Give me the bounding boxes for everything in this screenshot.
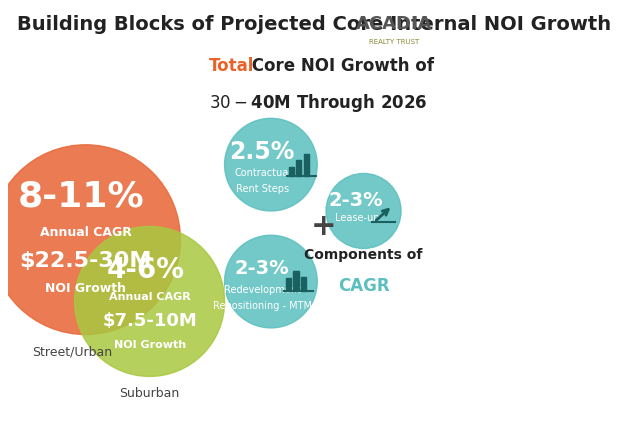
Text: Annual CAGR: Annual CAGR xyxy=(40,226,132,238)
Bar xyxy=(293,271,298,291)
Text: NOI Growth: NOI Growth xyxy=(45,282,126,295)
Bar xyxy=(303,154,309,176)
Text: 8-11%: 8-11% xyxy=(17,180,144,214)
Text: Repositioning - MTM: Repositioning - MTM xyxy=(213,301,312,311)
Text: Redevelopment: Redevelopment xyxy=(224,285,301,295)
Circle shape xyxy=(326,174,401,249)
Text: Suburban: Suburban xyxy=(120,388,180,400)
Text: Building Blocks of Projected Core Internal NOI Growth: Building Blocks of Projected Core Intern… xyxy=(17,15,611,34)
Text: Rent Steps: Rent Steps xyxy=(236,184,289,194)
Text: $30-$40M Through 2026: $30-$40M Through 2026 xyxy=(209,92,428,114)
Text: CAGR: CAGR xyxy=(338,277,389,295)
Text: ACADIA: ACADIA xyxy=(356,15,433,32)
Text: REALTY TRUST: REALTY TRUST xyxy=(369,39,420,45)
Circle shape xyxy=(225,118,317,211)
Text: NOI Growth: NOI Growth xyxy=(113,340,186,350)
Text: Core NOI Growth of: Core NOI Growth of xyxy=(246,56,434,75)
Text: 4-6%: 4-6% xyxy=(107,256,185,284)
Text: +: + xyxy=(311,212,337,241)
Circle shape xyxy=(225,235,317,328)
Bar xyxy=(296,160,301,176)
Text: Components of: Components of xyxy=(305,248,423,262)
Bar xyxy=(301,277,306,291)
Text: Street/Urban: Street/Urban xyxy=(32,345,113,359)
Bar xyxy=(289,166,294,176)
Circle shape xyxy=(75,226,225,377)
Text: $22.5-30M: $22.5-30M xyxy=(19,250,152,270)
Text: 2-3%: 2-3% xyxy=(329,191,383,210)
Text: $7.5-10M: $7.5-10M xyxy=(102,312,197,330)
Text: Annual CAGR: Annual CAGR xyxy=(109,292,191,302)
Text: Total: Total xyxy=(209,56,255,75)
Bar xyxy=(285,278,291,291)
Text: 2-3%: 2-3% xyxy=(234,259,289,278)
Text: 2.5%: 2.5% xyxy=(229,140,294,164)
Circle shape xyxy=(0,145,180,334)
Text: Lease-up: Lease-up xyxy=(335,213,379,223)
Text: Contractual: Contractual xyxy=(234,168,291,178)
